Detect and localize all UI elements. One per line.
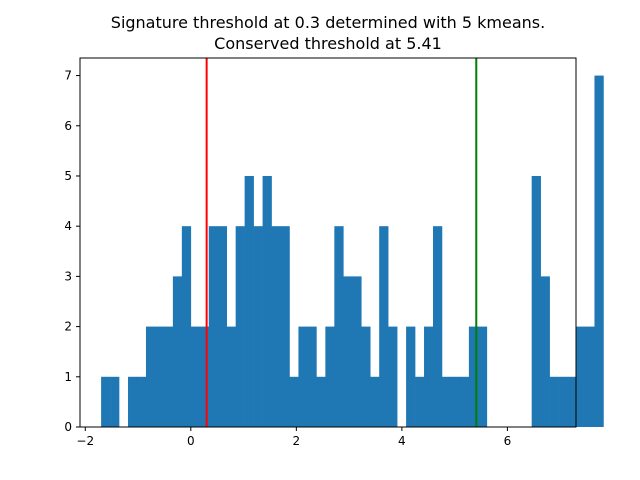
- histogram-bar: [459, 376, 470, 427]
- histogram-bar: [567, 376, 577, 427]
- y-tick-label: 2: [64, 320, 72, 334]
- histogram-bar: [540, 276, 550, 427]
- histogram-bar: [334, 226, 344, 427]
- plot-frame: [79, 57, 577, 428]
- histogram-bar: [101, 376, 111, 427]
- y-tick-label: 7: [64, 69, 72, 83]
- y-tick-label: 0: [64, 420, 72, 434]
- histogram-bar: [531, 175, 541, 427]
- histogram-bar: [208, 226, 219, 427]
- histogram-bar: [450, 376, 461, 427]
- histogram-bar: [253, 226, 263, 427]
- histogram-bar: [594, 75, 604, 428]
- x-tick-label: 6: [504, 434, 512, 448]
- histogram-bars: [101, 75, 604, 428]
- histogram-bar: [145, 326, 156, 427]
- histogram-bar: [172, 276, 183, 427]
- histogram-bar: [558, 376, 568, 427]
- histogram-bar: [226, 326, 236, 427]
- histogram-bar: [136, 376, 147, 427]
- histogram-bar: [549, 376, 559, 427]
- axes: −2 0 2 4 6 0 1 2 3 4 5 6 7: [64, 57, 577, 448]
- histogram-bar: [110, 376, 120, 427]
- histogram-bar: [477, 326, 488, 427]
- histogram-bar: [298, 326, 308, 427]
- histogram-bar: [244, 175, 254, 427]
- histogram-bar: [441, 376, 452, 427]
- histogram-bar: [154, 326, 165, 427]
- histogram-bar: [289, 376, 299, 427]
- histogram-bar: [199, 326, 210, 427]
- histogram-bar: [343, 276, 353, 427]
- histogram-bar: [468, 326, 479, 427]
- histogram-bar: [217, 226, 227, 427]
- histogram-bar: [352, 276, 362, 427]
- chart-title-line-1: Signature threshold at 0.3 determined wi…: [111, 13, 545, 32]
- histogram-bar: [316, 376, 326, 427]
- histogram-bar: [181, 226, 192, 427]
- histogram-bar: [128, 376, 138, 427]
- histogram-bar: [280, 226, 290, 427]
- x-tick-label: 2: [293, 434, 301, 448]
- y-tick-label: 5: [64, 169, 72, 183]
- y-tick-label: 6: [64, 119, 72, 133]
- histogram-bar: [361, 326, 371, 427]
- histogram-bar: [271, 226, 281, 427]
- histogram-bar: [370, 376, 380, 427]
- histogram-bar: [406, 326, 416, 427]
- histogram-bar: [325, 326, 335, 427]
- histogram-bar: [307, 326, 317, 427]
- histogram-bar: [585, 326, 595, 427]
- histogram-bar: [379, 226, 389, 427]
- histogram-bar: [433, 226, 443, 427]
- histogram-bar: [576, 326, 586, 427]
- x-tick-label: 0: [187, 434, 195, 448]
- x-tick-label: 4: [398, 434, 406, 448]
- histogram-bar: [235, 226, 245, 427]
- x-tick-label: −2: [76, 434, 94, 448]
- histogram-bar: [262, 175, 272, 427]
- histogram-bar: [388, 326, 398, 427]
- histogram-bar: [424, 326, 434, 427]
- threshold-lines: [205, 58, 478, 427]
- histogram-bar: [190, 326, 201, 427]
- y-tick-label: 1: [64, 370, 72, 384]
- histogram-bar: [415, 376, 425, 427]
- y-tick-label: 4: [64, 219, 72, 233]
- y-tick-label: 3: [64, 269, 72, 283]
- histogram-bar: [163, 326, 174, 427]
- chart-title-line-2: Conserved threshold at 5.41: [214, 34, 442, 53]
